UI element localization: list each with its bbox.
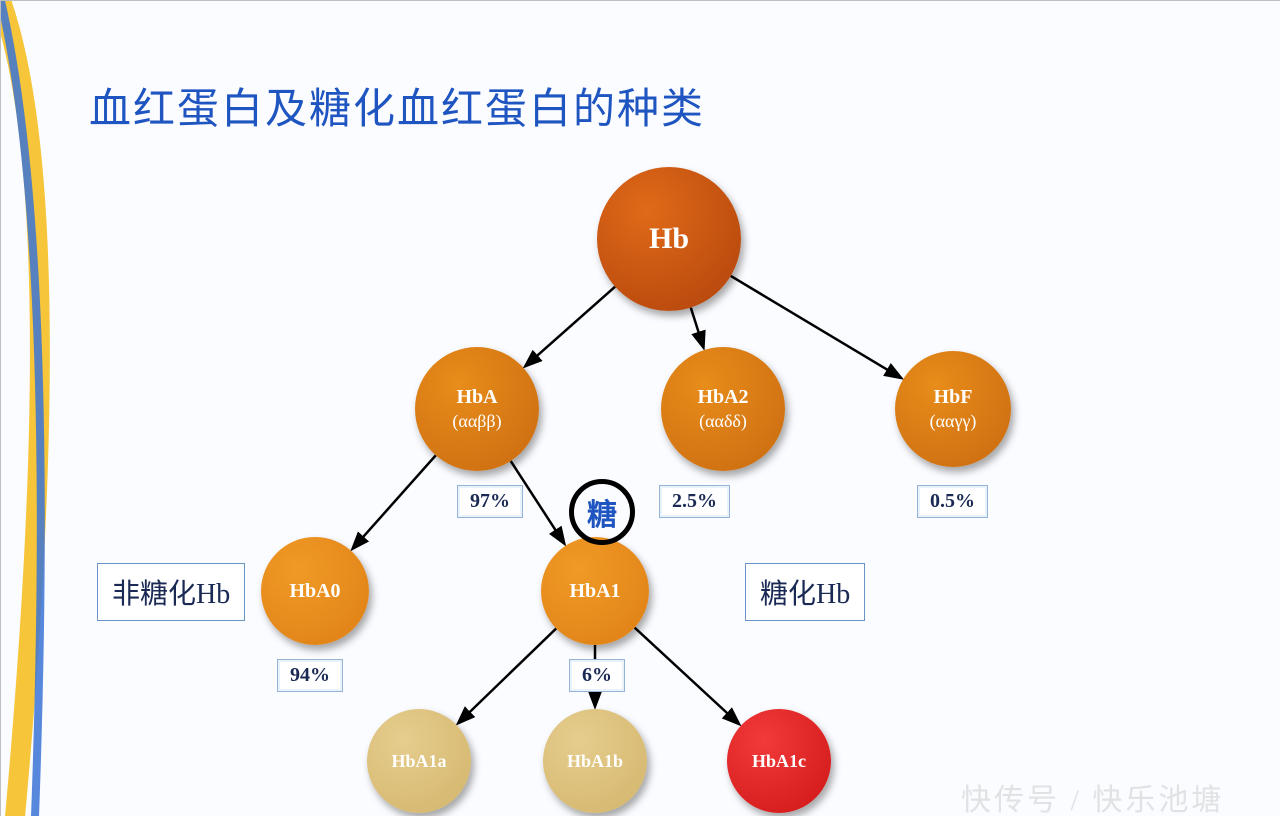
decor-group [1, 1, 41, 816]
percent-p05: 0.5% [917, 485, 988, 518]
edge-hba-hba0 [354, 455, 436, 547]
labelbox-glyc: 糖化Hb [745, 563, 865, 621]
edge-hba1-hba1c [635, 628, 738, 723]
node-hba1c: HbA1c [727, 709, 831, 813]
percent-p94: 94% [277, 659, 343, 692]
labelbox-nonglyc: 非糖化Hb [97, 563, 245, 621]
node-hba: HbA(ααββ) [415, 347, 539, 471]
node-hba2-sublabel: (ααδδ) [699, 411, 747, 432]
node-hb-label: Hb [649, 222, 689, 256]
edge-hb-hba2 [691, 308, 703, 346]
node-hb: Hb [597, 167, 741, 311]
node-hba0-label: HbA0 [289, 580, 340, 603]
slide-root: 血红蛋白及糖化血红蛋白的种类 HbHbA(ααββ)HbA2(ααδδ)HbF(… [0, 0, 1280, 816]
watermark: 快传号 / 快乐池塘 [961, 775, 1224, 816]
node-hbf-sublabel: (ααγγ) [930, 411, 977, 432]
node-hba1a: HbA1a [367, 709, 471, 813]
node-hba1a-label: HbA1a [391, 751, 446, 772]
node-hba2-label: HbA2 [697, 386, 748, 409]
node-hbf: HbF(ααγγ) [895, 351, 1011, 467]
node-hba1: HbA1 [541, 537, 649, 645]
percent-p6: 6% [569, 659, 625, 692]
sugar-annotation-text: 糖 [587, 490, 617, 534]
node-hba2: HbA2(ααδδ) [661, 347, 785, 471]
node-hba-label: HbA [456, 386, 497, 409]
node-hba1c-label: HbA1c [752, 751, 806, 772]
node-hba0: HbA0 [261, 537, 369, 645]
sugar-annotation: 糖 [569, 479, 635, 545]
node-hba-sublabel: (ααββ) [452, 411, 501, 432]
node-hbf-label: HbF [934, 386, 973, 409]
edge-hb-hba [526, 287, 615, 366]
node-hba1-label: HbA1 [569, 580, 620, 603]
edge-hba1-hba1a [459, 629, 556, 723]
percent-p97: 97% [457, 485, 523, 518]
node-hba1b: HbA1b [543, 709, 647, 813]
node-hba1b-label: HbA1b [567, 751, 623, 772]
page-title: 血红蛋白及糖化血红蛋白的种类 [89, 75, 705, 136]
percent-p25: 2.5% [659, 485, 730, 518]
